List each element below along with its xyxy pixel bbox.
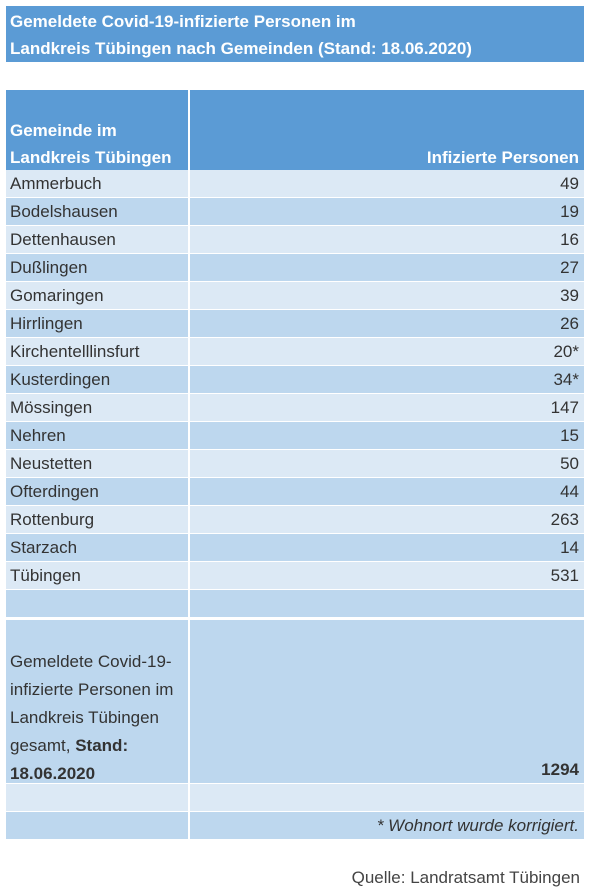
- cell-value: 20*: [190, 338, 584, 366]
- footnote: * Wohnort wurde korrigiert.: [190, 812, 584, 840]
- cell-value: 147: [190, 394, 584, 422]
- cell-gemeinde: Dußlingen: [6, 254, 190, 282]
- cell-gemeinde: Ammerbuch: [6, 170, 190, 198]
- cell-gemeinde: Kirchentelllinsfurt: [6, 338, 190, 366]
- cell-value: 27: [190, 254, 584, 282]
- cell-gemeinde: Mössingen: [6, 394, 190, 422]
- total-label-date: Stand: 18.06.2020: [10, 736, 129, 783]
- cell-gemeinde: Bodelshausen: [6, 198, 190, 226]
- cell-value: 50: [190, 450, 584, 478]
- empty-cell: [6, 812, 190, 840]
- cell-value: 15: [190, 422, 584, 450]
- cell-gemeinde: Gomaringen: [6, 282, 190, 310]
- covid-table: Gemeinde im Landkreis Tübingen Infiziert…: [6, 90, 584, 840]
- title-line-2: Landkreis Tübingen nach Gemeinden (Stand…: [10, 39, 472, 58]
- empty-cell: [6, 784, 190, 812]
- cell-value: 34*: [190, 366, 584, 394]
- cell-gemeinde: Neustetten: [6, 450, 190, 478]
- header-infizierte: Infizierte Personen: [190, 90, 584, 170]
- cell-value: 16: [190, 226, 584, 254]
- total-label: Gemeldete Covid-19-infizierte Personen i…: [6, 618, 190, 784]
- cell-gemeinde: Dettenhausen: [6, 226, 190, 254]
- cell-value: 531: [190, 562, 584, 590]
- empty-cell: [190, 590, 584, 618]
- table-title: Gemeldete Covid-19-infizierte Personen i…: [6, 6, 584, 62]
- cell-gemeinde: Tübingen: [6, 562, 190, 590]
- empty-cell: [6, 590, 190, 618]
- source-note: Quelle: Landratsamt Tübingen: [351, 868, 580, 887]
- cell-value: 49: [190, 170, 584, 198]
- cell-gemeinde: Nehren: [6, 422, 190, 450]
- title-line-1: Gemeldete Covid-19-infizierte Personen i…: [10, 12, 356, 31]
- cell-gemeinde: Starzach: [6, 534, 190, 562]
- cell-gemeinde: Ofterdingen: [6, 478, 190, 506]
- cell-value: 14: [190, 534, 584, 562]
- cell-value: 39: [190, 282, 584, 310]
- total-value: 1294: [190, 618, 584, 784]
- cell-value: 19: [190, 198, 584, 226]
- cell-value: 263: [190, 506, 584, 534]
- total-label-text: Gemeldete Covid-19-infizierte Personen i…: [10, 652, 174, 755]
- cell-value: 44: [190, 478, 584, 506]
- cell-gemeinde: Hirrlingen: [6, 310, 190, 338]
- empty-cell: [190, 784, 584, 812]
- cell-gemeinde: Rottenburg: [6, 506, 190, 534]
- cell-gemeinde: Kusterdingen: [6, 366, 190, 394]
- cell-value: 26: [190, 310, 584, 338]
- header-gemeinde: Gemeinde im Landkreis Tübingen: [6, 90, 190, 170]
